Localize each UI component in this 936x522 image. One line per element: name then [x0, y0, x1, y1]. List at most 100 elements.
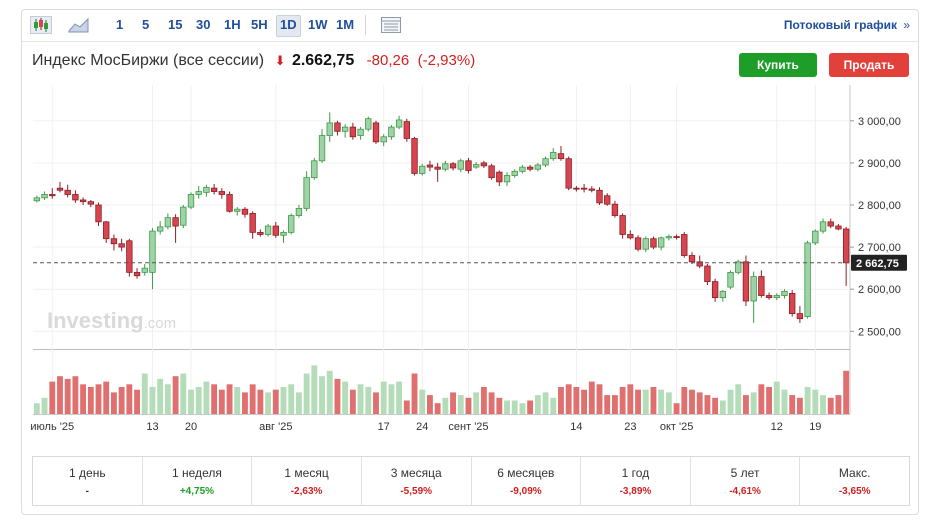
timeframe-5[interactable]: 5 — [142, 17, 150, 32]
candle-body — [434, 166, 441, 170]
volume-bar — [326, 370, 333, 414]
timeframe-5h[interactable]: 5H — [251, 17, 268, 32]
timeframe-1m[interactable]: 1M — [336, 17, 355, 32]
candle-body — [195, 191, 202, 195]
x-tick-label: 12 — [771, 421, 783, 433]
volume-bar — [134, 389, 140, 414]
performance-value: -3,65% — [838, 486, 871, 497]
volume-bar — [72, 376, 79, 414]
volume-bar — [604, 395, 611, 414]
volume-bar — [319, 376, 325, 414]
volume-bar — [658, 389, 665, 414]
candle — [519, 165, 526, 174]
candle-body — [295, 207, 303, 216]
volume-bar — [427, 395, 433, 414]
candle — [403, 118, 410, 142]
performance-cell: 6 месяцев -9,09% — [472, 457, 582, 505]
stream-chart-label: Потоковый график — [783, 18, 897, 32]
timeframe-1h[interactable]: 1H — [224, 17, 241, 32]
candle — [781, 289, 788, 299]
candle — [526, 165, 534, 172]
candle — [226, 191, 233, 213]
timeframe-15[interactable]: 15 — [168, 17, 183, 32]
candle-body — [272, 225, 279, 236]
current-price-marker: 2 662,75 — [33, 254, 907, 271]
candle-body — [835, 225, 842, 230]
candle — [56, 181, 64, 193]
candlestick-icon[interactable] — [30, 16, 52, 34]
candle — [172, 214, 179, 243]
timeframe-30[interactable]: 30 — [196, 17, 211, 32]
sell-button[interactable]: Продать — [829, 53, 909, 77]
candle — [735, 259, 742, 275]
timeframe-1w[interactable]: 1W — [308, 17, 328, 32]
candle-body — [380, 136, 387, 143]
volume-bar — [727, 389, 734, 414]
candle — [449, 162, 457, 171]
volume-bar — [188, 389, 194, 414]
performance-table: 1 день - 1 неделя +4,75% 1 месяц -2,63% 3 меся… — [32, 456, 910, 506]
candle-body — [627, 234, 634, 239]
candle — [557, 146, 565, 161]
volume-bar — [288, 384, 295, 414]
volume-bar — [504, 400, 510, 414]
candle — [665, 234, 673, 241]
candle-body — [411, 138, 418, 174]
candle — [503, 172, 511, 187]
candle-body — [503, 175, 511, 183]
volume-bar — [80, 384, 87, 414]
candle-body — [842, 228, 850, 264]
candle — [241, 207, 249, 218]
candle-body — [442, 163, 449, 170]
candle-body — [257, 231, 264, 235]
volume-bar — [812, 389, 819, 414]
candle-body — [573, 187, 580, 190]
candle — [195, 186, 202, 199]
candle — [133, 268, 141, 279]
volume-bar — [295, 392, 302, 414]
candle-body — [141, 267, 148, 273]
candle-body — [619, 215, 626, 235]
volume-bar — [226, 384, 233, 414]
candle — [673, 234, 680, 240]
candle-body — [241, 208, 249, 215]
volume-bar — [234, 387, 241, 414]
candle — [827, 218, 834, 229]
candle-body — [473, 164, 480, 168]
x-tick-label: 24 — [416, 421, 428, 433]
volume-bar — [365, 387, 372, 414]
candle-body — [395, 119, 403, 128]
chart-widget: 1 5 15 30 1H 5H 1D 1W 1M Потоковый графи… — [21, 9, 919, 515]
timeframe-1d[interactable]: 1D — [276, 15, 301, 37]
candle — [180, 205, 187, 229]
volume-bar — [558, 387, 564, 414]
current-price-label: 2 662,75 — [856, 258, 899, 270]
candle-body — [87, 201, 94, 205]
candle — [64, 184, 71, 198]
candle-body — [33, 197, 41, 202]
volume-bar — [796, 397, 803, 414]
buy-button[interactable]: Купить — [739, 53, 817, 77]
candle — [156, 221, 164, 235]
candle-body — [781, 290, 788, 296]
stream-chart-link[interactable]: Потоковый график » — [784, 18, 910, 32]
y-tick-label: 2 700,00 — [858, 242, 901, 254]
area-chart-icon[interactable] — [68, 16, 90, 34]
timeframe-1[interactable]: 1 — [116, 17, 124, 32]
candle — [118, 238, 125, 252]
candle-body — [203, 186, 210, 193]
candle-body — [588, 188, 595, 191]
candle — [365, 116, 372, 132]
candle — [473, 162, 480, 169]
x-tick-label: 17 — [378, 421, 390, 433]
table-icon[interactable] — [380, 16, 402, 34]
candle-body — [704, 265, 711, 283]
candle-body — [457, 160, 464, 170]
candle — [164, 213, 172, 230]
candle — [758, 270, 765, 298]
price-chart[interactable]: Investing.com 3 000,00 2 900,00 2 800,00 2 … — [22, 10, 918, 450]
candle-body — [103, 221, 110, 240]
candle — [619, 213, 626, 239]
performance-period: 6 месяцев — [497, 466, 555, 480]
candle — [642, 236, 649, 253]
